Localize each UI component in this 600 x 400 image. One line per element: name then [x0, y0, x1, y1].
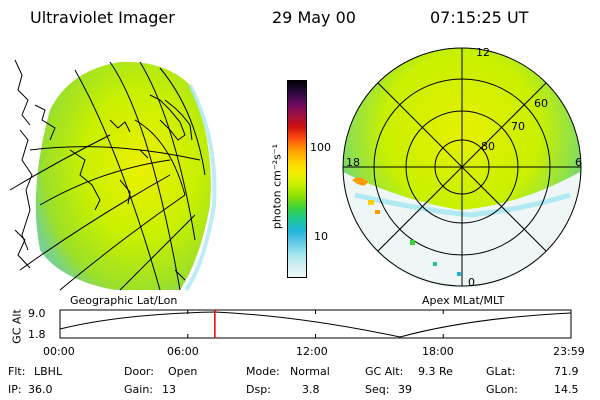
- altitude-ylabel: GC Alt: [10, 309, 24, 344]
- coastlines: [14, 59, 193, 281]
- lat-lon-grid: [9, 61, 206, 291]
- status-glon-value: 14.5: [554, 383, 579, 396]
- mlat-label-70: 70: [511, 120, 525, 133]
- status-mode-value: Normal: [290, 365, 330, 378]
- altitude-curve: [59, 311, 572, 338]
- mlat-label-80: 80: [481, 140, 495, 153]
- time-axis-0600: 06:00: [167, 345, 199, 358]
- status-seq-value: 39: [398, 383, 412, 396]
- mlat-label-60: 60: [534, 97, 548, 110]
- status-seq-label: Seq:: [365, 383, 390, 396]
- altitude-ytick-max: 9.0: [28, 307, 46, 320]
- status-gcalt-label: GC Alt:: [365, 365, 404, 378]
- colorbar-tick-10: 10: [314, 230, 328, 243]
- time-axis-1200: 12:00: [296, 345, 328, 358]
- polar-image: [342, 47, 582, 289]
- colorbar: [287, 80, 307, 278]
- mlt-label-18: 18: [346, 156, 360, 169]
- status-gcalt-value: 9.3 Re: [418, 365, 453, 378]
- instrument-title: Ultraviolet Imager: [30, 8, 175, 27]
- status-dsp-value: 3.8: [302, 383, 320, 396]
- colorbar-unit-label: photon cm⁻²s⁻¹: [270, 143, 284, 230]
- date-label: 29 May 00: [272, 8, 356, 27]
- status-glat-value: 71.9: [554, 365, 579, 378]
- status-glat-label: GLat:: [486, 365, 516, 378]
- aurora-emission-left: [35, 61, 211, 290]
- status-gain-label: Gain:: [124, 383, 153, 396]
- status-glon-label: GLon:: [486, 383, 518, 396]
- left-panel-caption: Geographic Lat/Lon: [70, 294, 178, 307]
- status-gain-value: 13: [162, 383, 176, 396]
- status-flt-value: LBHL: [34, 365, 63, 378]
- status-flt-label: Flt:: [8, 365, 26, 378]
- right-panel-caption: Apex MLat/MLT: [422, 294, 505, 307]
- time-axis-2359: 23:59: [553, 345, 585, 358]
- time-axis-0000: 00:00: [43, 345, 75, 358]
- time-axis-1800: 18:00: [422, 345, 454, 358]
- status-door-value: Open: [168, 365, 198, 378]
- status-dsp-label: Dsp:: [246, 383, 271, 396]
- colorbar-tick-100: 100: [310, 141, 331, 154]
- status-ip-label: IP:: [8, 383, 22, 396]
- mlt-label-6: 6: [575, 156, 582, 169]
- time-label: 07:15:25 UT: [430, 8, 529, 27]
- mlt-label-12: 12: [476, 46, 490, 59]
- altitude-ytick-min: 1.8: [28, 328, 46, 341]
- status-ip-value: 36.0: [28, 383, 53, 396]
- mlt-label-0: 0: [468, 276, 475, 289]
- status-mode-label: Mode:: [246, 365, 280, 378]
- status-door-label: Door:: [124, 365, 154, 378]
